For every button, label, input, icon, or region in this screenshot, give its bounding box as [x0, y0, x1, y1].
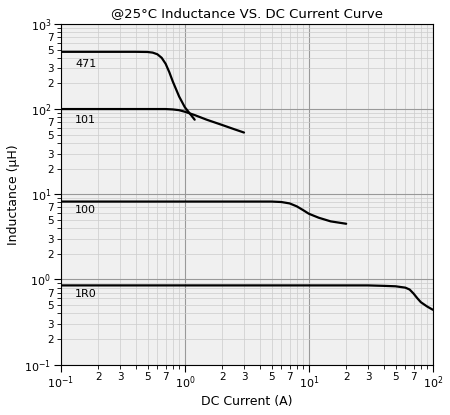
- Title: @25°C Inductance VS. DC Current Curve: @25°C Inductance VS. DC Current Curve: [111, 7, 383, 20]
- Y-axis label: Inductance (μH): Inductance (μH): [7, 144, 20, 244]
- Text: 101: 101: [75, 115, 96, 124]
- X-axis label: DC Current (A): DC Current (A): [201, 395, 292, 408]
- Text: 471: 471: [75, 59, 96, 69]
- Text: 100: 100: [75, 205, 96, 215]
- Text: 1R0: 1R0: [75, 289, 97, 299]
